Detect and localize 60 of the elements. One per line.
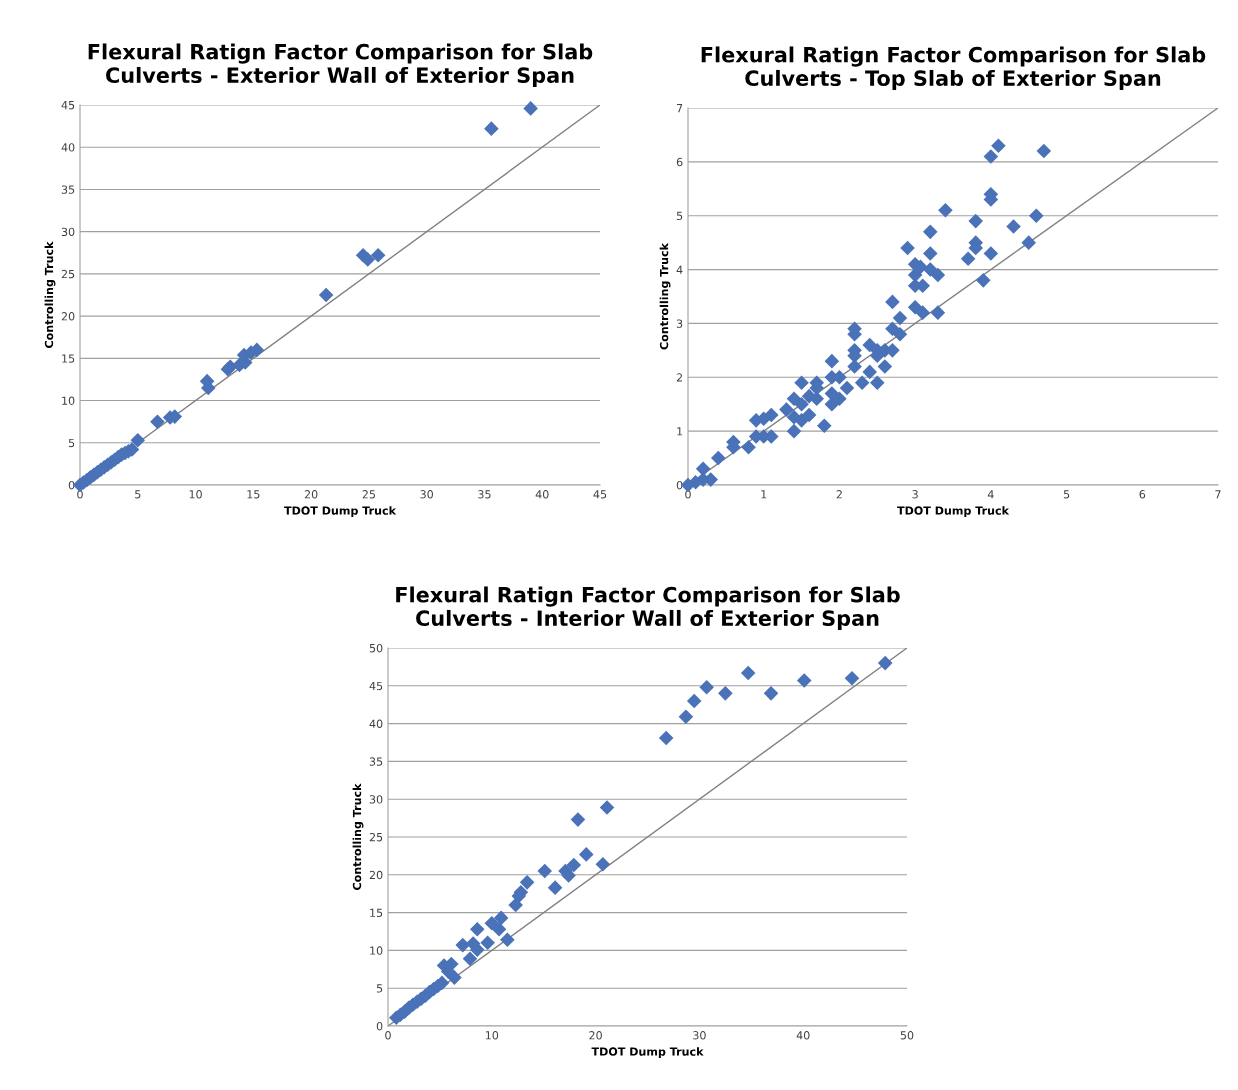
x-tick-label: 30: [420, 490, 433, 499]
y-tick-label: 50: [369, 643, 383, 653]
x-tick-label: 10: [189, 490, 202, 499]
y-tick-label: 7: [676, 104, 683, 113]
x-tick-label: 2: [836, 490, 842, 499]
x-tick-label: 5: [135, 490, 141, 499]
x-tick-label: 1: [761, 490, 767, 499]
y-tick-label: 4: [676, 265, 683, 274]
y-tick-label: 5: [68, 438, 75, 448]
y-tick-label: 40: [61, 143, 75, 152]
y-tick-label: 3: [676, 319, 683, 328]
y-tick-label: 20: [61, 312, 75, 321]
x-tick-label: 10: [485, 1031, 499, 1040]
y-tick-label: 5: [676, 211, 683, 221]
x-tick-label: 15: [247, 490, 260, 499]
y-tick-label: 0: [376, 1021, 383, 1031]
y-tick-label: 40: [369, 719, 383, 728]
chart-title: Flexural Ratign Factor Comparison for Slab Culverts - Top Slab of Exterior Span: [701, 46, 1206, 91]
x-tick-label: 7: [1215, 490, 1221, 499]
y-tick-label: 30: [369, 795, 383, 804]
x-axis-title: TDOT Dump Truck: [591, 1047, 704, 1058]
x-tick-label: 40: [535, 490, 549, 499]
x-tick-label: 20: [589, 1031, 602, 1040]
y-tick-label: 0: [676, 480, 683, 490]
y-tick-label: 10: [62, 396, 75, 405]
chart-title: Flexural Ratign Factor Comparison for Slab Culverts - Exterior Wall of Exterior Span: [88, 43, 593, 88]
x-tick-label: 40: [796, 1031, 810, 1040]
y-axis-title: Controlling Truck: [659, 242, 671, 350]
y-tick-label: 6: [676, 157, 683, 167]
y-axis-title: Controlling Truck: [352, 783, 364, 890]
y-tick-label: 35: [61, 185, 75, 194]
y-tick-label: 5: [376, 984, 383, 993]
y-tick-label: 25: [61, 269, 75, 279]
y-axis-title: Controlling Truck: [44, 241, 56, 348]
x-tick-label: 25: [362, 490, 375, 499]
x-tick-label: 45: [593, 490, 607, 499]
x-tick-label: 5: [1063, 490, 1070, 499]
x-axis-title: TDOT Dump Truck: [897, 506, 1010, 517]
y-tick-label: 35: [369, 757, 383, 766]
y-tick-label: 1: [677, 427, 683, 436]
x-tick-label: 50: [900, 1031, 914, 1040]
y-tick-label: 30: [61, 227, 75, 237]
y-tick-label: 25: [369, 832, 383, 842]
y-tick-label: 45: [369, 681, 383, 691]
y-tick-label: 2: [676, 373, 683, 382]
y-tick-label: 45: [61, 101, 75, 110]
x-tick-label: 3: [912, 490, 918, 499]
y-tick-label: 0: [68, 480, 75, 490]
x-tick-label: 20: [304, 490, 318, 499]
x-axis-title: TDOT Dump Truck: [284, 506, 397, 517]
x-tick-label: 4: [987, 490, 994, 499]
y-tick-label: 20: [369, 870, 383, 880]
y-tick-label: 10: [370, 946, 383, 955]
x-tick-label: 35: [478, 490, 491, 499]
y-tick-label: 15: [370, 908, 383, 917]
x-tick-label: 6: [1139, 490, 1146, 499]
y-tick-label: 15: [62, 354, 75, 363]
chart-title: Flexural Ratign Factor Comparison for Slab Culverts - Interior Wall of Exterior Span: [396, 586, 900, 631]
x-tick-label: 0: [385, 1031, 391, 1040]
x-tick-label: 30: [693, 1031, 706, 1040]
